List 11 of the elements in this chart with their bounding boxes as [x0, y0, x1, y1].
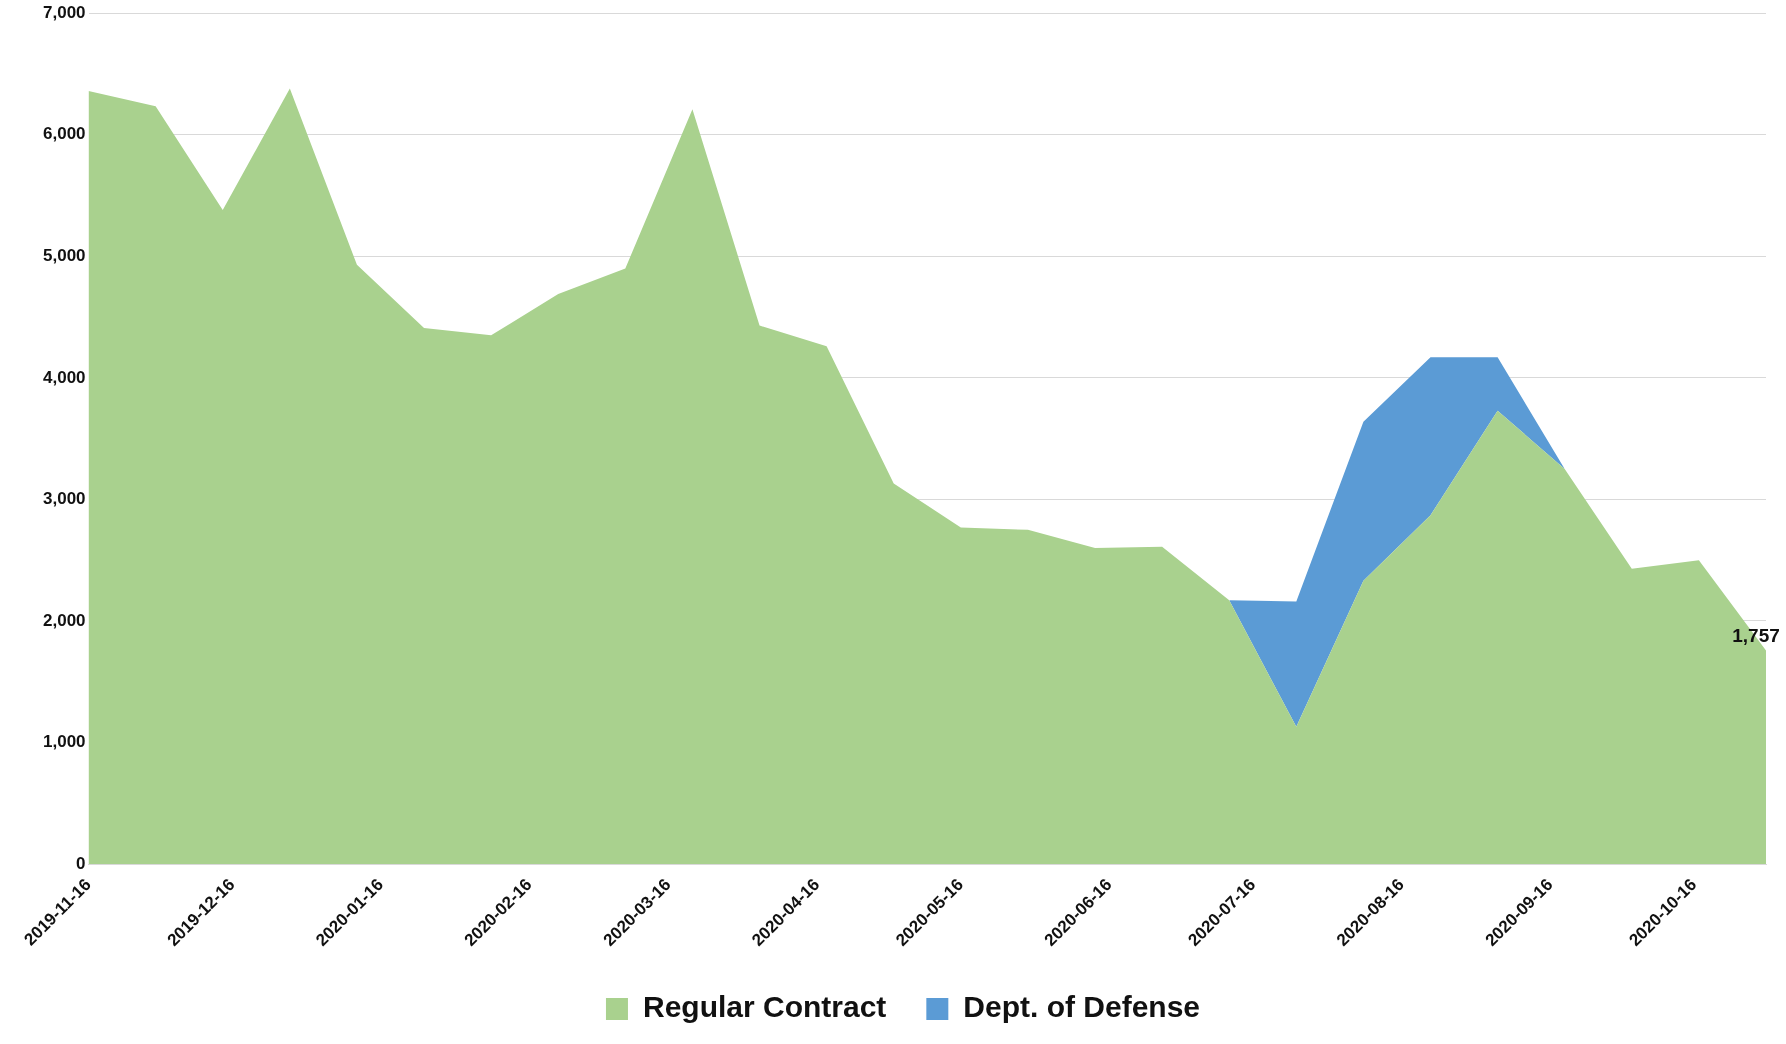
legend-label: Regular Contract	[642, 990, 887, 1024]
y-tick-label: 5,000	[42, 246, 86, 265]
y-tick-label: 7,000	[42, 2, 86, 22]
y-tick-label: 1,000	[42, 732, 86, 752]
y-tick-label: 2,000	[42, 610, 86, 630]
legend-label: Dept. of Defense	[963, 990, 1201, 1024]
y-tick-label: 6,000	[42, 124, 86, 144]
y-tick-label: 4,000	[42, 367, 86, 387]
data-label: 1,757	[1732, 625, 1780, 647]
y-tick-label: 0	[76, 853, 86, 873]
y-tick-label: 3,000	[42, 489, 86, 509]
